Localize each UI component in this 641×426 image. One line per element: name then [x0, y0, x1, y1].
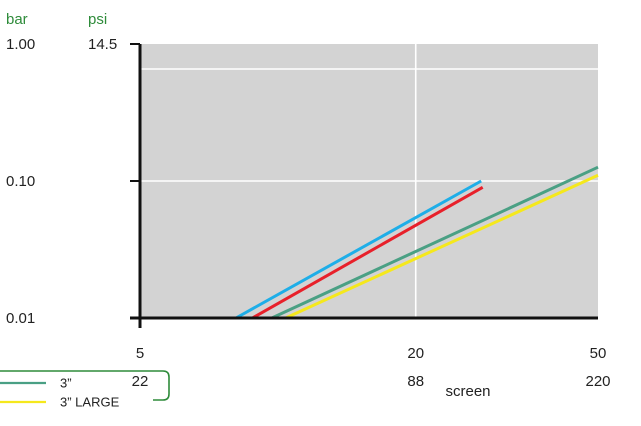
legend-items: 3” 3” LARGE: [0, 376, 120, 410]
y-unit-bar: bar: [6, 11, 28, 28]
tick-labels: 5 22 20 88 50 220 1.00 14.5 0.10 0.01: [6, 36, 611, 390]
legend: 3” 3” LARGE: [0, 370, 170, 410]
y-tick-label: 1.00: [6, 36, 35, 53]
series-lines: [235, 165, 599, 320]
x-tick-label: 20: [407, 345, 424, 362]
x-tick-label: 50: [590, 345, 607, 362]
series-line-3: [271, 165, 599, 320]
legend-label: 3”: [60, 376, 72, 391]
series-line-4: [285, 173, 599, 320]
series-line-2: [251, 185, 484, 320]
x-tick-sublabel: 22: [132, 373, 149, 390]
x-tick-label: 5: [136, 345, 144, 362]
series-line-1: [235, 179, 482, 320]
x-axis-label: screen: [445, 383, 490, 400]
axes: [130, 43, 598, 328]
legend-box: [0, 370, 170, 401]
y-unit-psi: psi: [88, 11, 107, 28]
grid-lines: [140, 44, 598, 318]
y-tick-sublabel: 14.5: [88, 36, 117, 53]
x-tick-sublabel: 88: [407, 373, 424, 390]
x-tick-sublabel: 220: [585, 373, 610, 390]
legend-label: 3” LARGE: [60, 395, 120, 410]
y-tick-label: 0.10: [6, 173, 35, 190]
y-tick-label: 0.01: [6, 310, 35, 327]
